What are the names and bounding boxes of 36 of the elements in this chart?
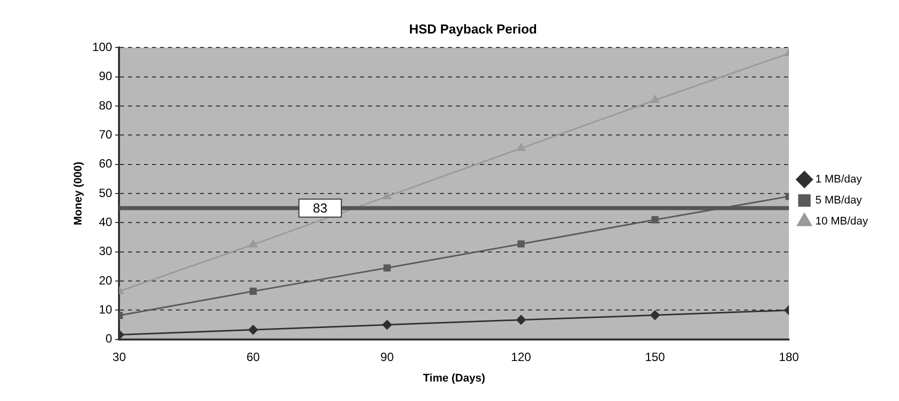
point <box>650 310 660 320</box>
y-tick-label: 30 <box>98 244 113 258</box>
x-axis-title: Time (Days) <box>422 372 486 384</box>
x-tick-label: 180 <box>778 350 800 364</box>
point <box>650 95 660 103</box>
y-tick-label: 40 <box>98 214 113 229</box>
x-tick-label: 30 <box>112 350 126 364</box>
point <box>248 240 258 248</box>
legend-label: 5 MB/day <box>815 194 862 207</box>
x-tick-label: 60 <box>246 350 260 364</box>
y-tick-label: 50 <box>98 186 113 200</box>
point <box>517 240 525 248</box>
y-tick-label: 80 <box>98 98 113 112</box>
point <box>382 320 392 330</box>
point <box>516 315 526 325</box>
y-tick-label: 70 <box>98 127 113 142</box>
y-tick-label: 20 <box>98 273 113 288</box>
legend-label: 1 MB/day <box>815 174 862 186</box>
chart-title: HSD Payback Period <box>409 21 537 36</box>
point <box>384 264 391 272</box>
y-tick-label: 60 <box>98 156 113 171</box>
y-tick-label: 10 <box>98 302 113 317</box>
point <box>516 144 526 152</box>
point <box>382 192 392 200</box>
x-tick-label: 90 <box>380 350 394 364</box>
point <box>248 325 258 335</box>
y-tick-label: 90 <box>98 69 113 84</box>
point <box>651 216 659 224</box>
annotation: 83 <box>312 200 328 216</box>
legend-label: 10 MB/day <box>815 216 868 228</box>
x-tick-label: 150 <box>644 350 666 364</box>
y-axis-title: Money (000) <box>72 161 85 226</box>
x-tick-label: 120 <box>511 350 532 364</box>
y-tick-label: 100 <box>92 40 113 54</box>
point <box>250 288 257 295</box>
y-tick-label: 0 <box>106 332 113 346</box>
